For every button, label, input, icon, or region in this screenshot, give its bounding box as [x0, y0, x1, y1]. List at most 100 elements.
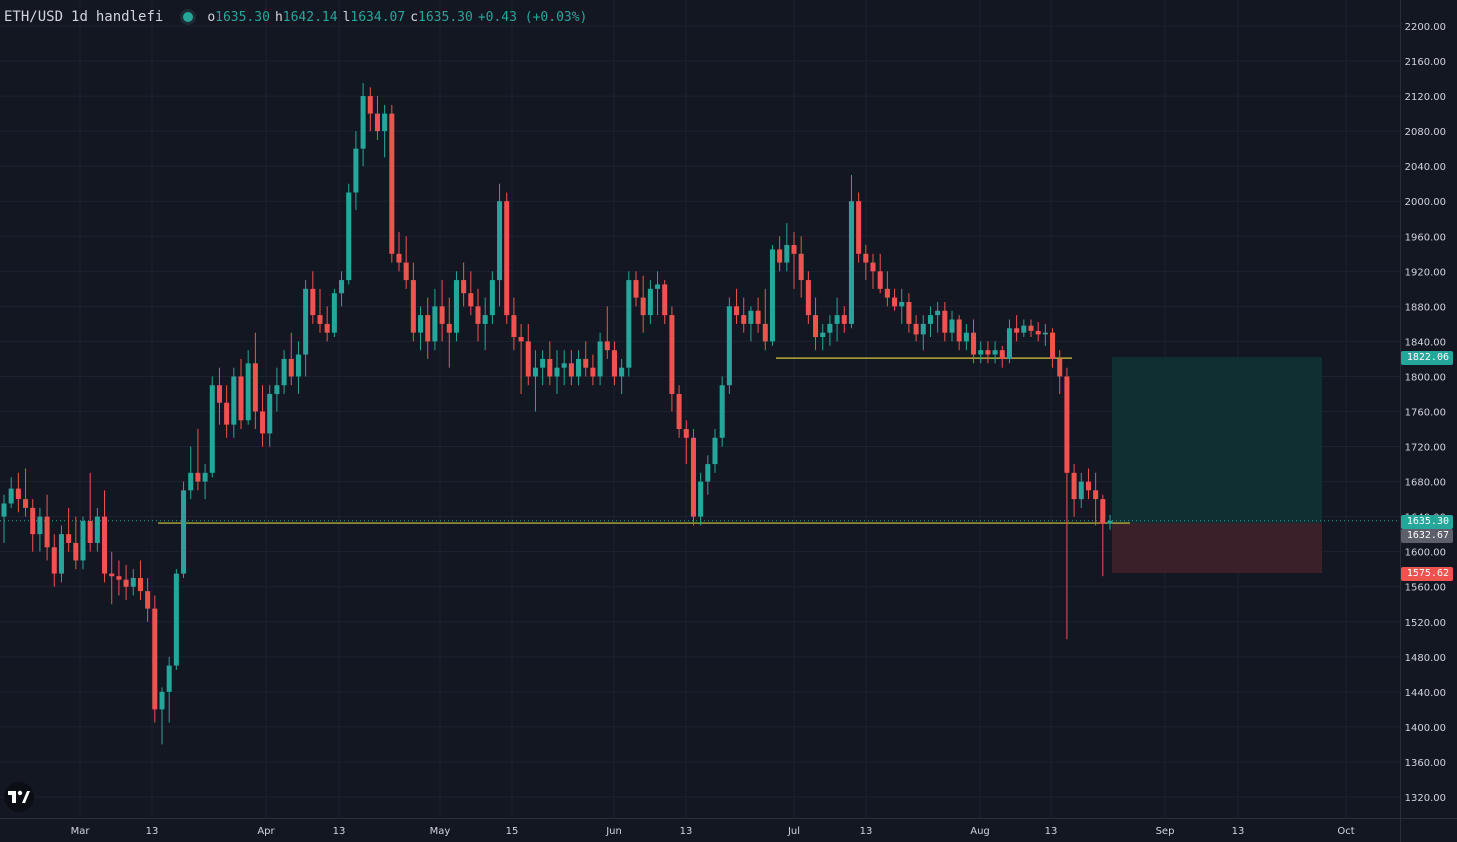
candle-body — [705, 464, 711, 482]
candle-body — [331, 293, 337, 333]
candle-body — [619, 367, 625, 377]
time-tick-label: 13 — [860, 826, 873, 837]
time-tick-label: Aug — [970, 826, 990, 837]
candle-body — [145, 591, 151, 609]
low-key: l — [342, 9, 351, 25]
change-value: +0.43 (+0.03%) — [477, 9, 588, 25]
candle-body — [489, 280, 495, 316]
candle-body — [690, 437, 696, 517]
price-tick-label: 1400.00 — [1405, 723, 1446, 734]
candle-body — [130, 577, 136, 587]
candle-body — [1093, 490, 1099, 500]
time-tick-label: Sep — [1156, 826, 1175, 837]
candle-body — [741, 315, 747, 324]
candle-body — [116, 576, 122, 580]
candle-body — [475, 306, 481, 324]
candle-body — [94, 516, 100, 543]
candle-body — [58, 534, 64, 574]
candle-body — [1100, 499, 1106, 524]
candle-body — [942, 310, 948, 333]
candle-body — [137, 577, 143, 592]
candle-body — [281, 358, 287, 386]
candle-body — [935, 310, 941, 316]
candle-body — [195, 472, 201, 482]
candle-body — [224, 402, 230, 425]
close-value: 1635.30 — [418, 9, 473, 25]
candle-body — [848, 201, 854, 324]
candle-body — [698, 481, 704, 517]
candle-body — [597, 341, 603, 377]
time-tick-label: Oct — [1337, 826, 1354, 837]
candle-body — [518, 337, 524, 342]
candle-body — [1085, 481, 1091, 491]
candle-body — [611, 350, 617, 377]
symbol-label[interactable]: ETH/USD — [4, 9, 64, 25]
candle-body — [985, 350, 991, 355]
time-tick-label: 13 — [333, 826, 346, 837]
candle-body — [504, 201, 510, 316]
price-tick-label: 1840.00 — [1405, 337, 1446, 348]
candle-body — [109, 573, 115, 577]
price-tick-label: 2040.00 — [1405, 162, 1446, 173]
candle-body — [15, 488, 21, 500]
author-label: handlefi — [95, 9, 164, 25]
candle-body — [949, 319, 955, 333]
price-tick-label: 1480.00 — [1405, 653, 1446, 664]
candle-body — [863, 253, 869, 263]
price-tick-label: 1920.00 — [1405, 267, 1446, 278]
time-tick-label: Jun — [605, 826, 622, 837]
candle-body — [23, 499, 29, 508]
candle-body — [669, 315, 675, 394]
candle-body — [1107, 520, 1113, 524]
candle-body — [439, 306, 445, 324]
open-value: 1635.30 — [215, 9, 270, 25]
price-tick-label: 1560.00 — [1405, 583, 1446, 594]
candle-body — [1078, 481, 1084, 500]
low-value: 1634.07 — [350, 9, 406, 25]
current-price-badge: 1635.30 — [1401, 515, 1453, 529]
price-tick-label: 1520.00 — [1405, 618, 1446, 629]
chart-header: ETH/USD 1d handlefi o1635.30 h1642.14 l1… — [4, 7, 587, 27]
candle-body — [374, 113, 380, 132]
profit-zone — [1112, 357, 1322, 524]
candle-body — [446, 323, 452, 333]
candle-body — [1021, 325, 1027, 333]
candle-body — [1057, 358, 1063, 377]
candle-body — [231, 376, 237, 425]
candle-body — [633, 280, 639, 298]
entry-price-badge: 1632.67 — [1401, 529, 1453, 543]
candle-body — [288, 358, 294, 377]
candle-body — [726, 306, 732, 386]
candle-body — [662, 284, 668, 316]
candle-body — [166, 665, 172, 692]
price-tick-label: 2000.00 — [1405, 197, 1446, 208]
candle-body — [468, 293, 474, 307]
candle-body — [1028, 325, 1034, 331]
open-key: o — [207, 9, 216, 25]
candle-body — [1042, 332, 1048, 335]
candle-body — [834, 315, 840, 324]
candle-body — [202, 472, 208, 482]
candle-body — [568, 363, 574, 377]
candle-body — [497, 201, 503, 281]
price-tick-label: 2120.00 — [1405, 92, 1446, 103]
price-tick-label: 1360.00 — [1405, 758, 1446, 769]
candle-body — [8, 488, 14, 504]
candle-body — [51, 547, 57, 574]
candle-body — [511, 315, 517, 338]
candle-body — [971, 332, 977, 355]
interval-label[interactable]: 1d — [71, 9, 88, 25]
candle-body — [353, 148, 359, 193]
price-tick-label: 1720.00 — [1405, 443, 1446, 454]
candle-body — [317, 315, 323, 324]
candle-body — [1064, 376, 1070, 473]
candle-body — [37, 516, 43, 535]
candle-body — [640, 297, 646, 316]
tradingview-logo-icon[interactable] — [4, 782, 34, 812]
candle-body — [173, 573, 179, 666]
candle-body — [576, 358, 582, 377]
candle-body — [856, 201, 862, 254]
time-tick-label: 13 — [680, 826, 693, 837]
